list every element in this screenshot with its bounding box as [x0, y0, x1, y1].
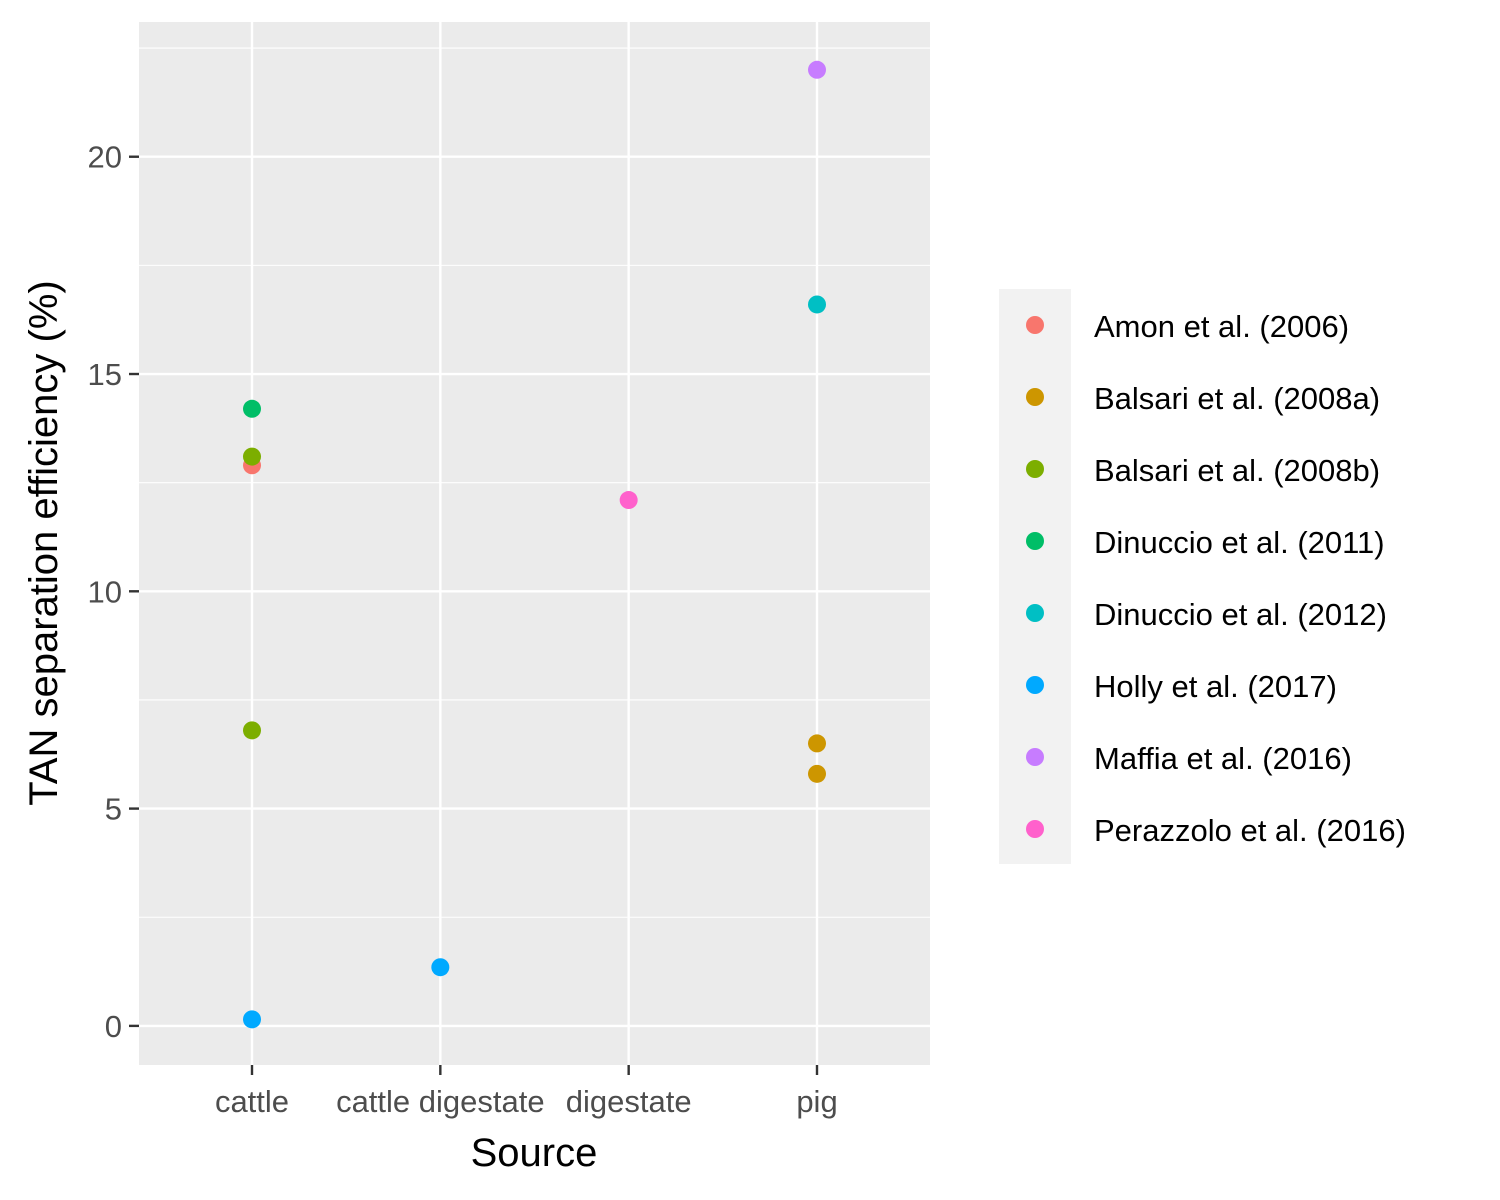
x-axis-title: Source [471, 1131, 598, 1175]
data-point [808, 295, 826, 314]
y-tick-label: 15 [88, 357, 122, 392]
data-point [431, 958, 450, 977]
data-points [243, 60, 826, 1029]
legend-marker [1026, 460, 1044, 478]
legend-label: Maffia et al. (2016) [1094, 741, 1352, 776]
legend-label: Perazzolo et al. (2016) [1094, 813, 1406, 848]
data-point [808, 734, 826, 753]
legend-marker [1026, 676, 1044, 694]
legend-label: Holly et al. (2017) [1094, 669, 1337, 704]
data-point [243, 399, 261, 418]
legend-label: Balsari et al. (2008b) [1094, 453, 1380, 488]
legend-marker [1026, 532, 1044, 550]
legend-label: Dinuccio et al. (2011) [1094, 525, 1385, 560]
data-point [243, 721, 261, 740]
y-tick-label: 20 [88, 140, 122, 175]
y-axis-title: TAN separation efficiency (%) [22, 280, 66, 805]
x-axis: cattle cattle digestate digestate pig [215, 1065, 838, 1119]
data-point [808, 764, 826, 783]
data-point [808, 60, 826, 79]
y-axis: 0 5 10 15 20 [88, 140, 139, 1044]
y-tick-label: 10 [88, 574, 122, 609]
data-point [243, 447, 261, 466]
data-point [243, 1010, 261, 1029]
y-tick-label: 0 [105, 1009, 122, 1044]
x-tick-label: cattle [215, 1084, 289, 1119]
major-gridlines [139, 22, 930, 1065]
x-tick-label: digestate [566, 1084, 692, 1119]
legend-key-background [999, 289, 1071, 864]
legend-marker [1026, 820, 1044, 838]
legend-marker [1026, 748, 1044, 766]
data-point [619, 491, 638, 510]
legend-label: Amon et al. (2006) [1094, 309, 1349, 344]
legend-marker [1026, 388, 1044, 406]
legend-label: Dinuccio et al. (2012) [1094, 597, 1387, 632]
x-tick-label: pig [796, 1084, 837, 1119]
legend-marker [1026, 316, 1044, 334]
x-tick-label: cattle digestate [336, 1084, 545, 1119]
legend: Amon et al. (2006) Balsari et al. (2008a)… [999, 289, 1406, 864]
legend-marker [1026, 604, 1044, 622]
y-tick-label: 5 [105, 792, 122, 827]
plot-panel [139, 22, 930, 1065]
minor-gridlines [139, 47, 930, 918]
legend-label: Balsari et al. (2008a) [1094, 381, 1380, 416]
